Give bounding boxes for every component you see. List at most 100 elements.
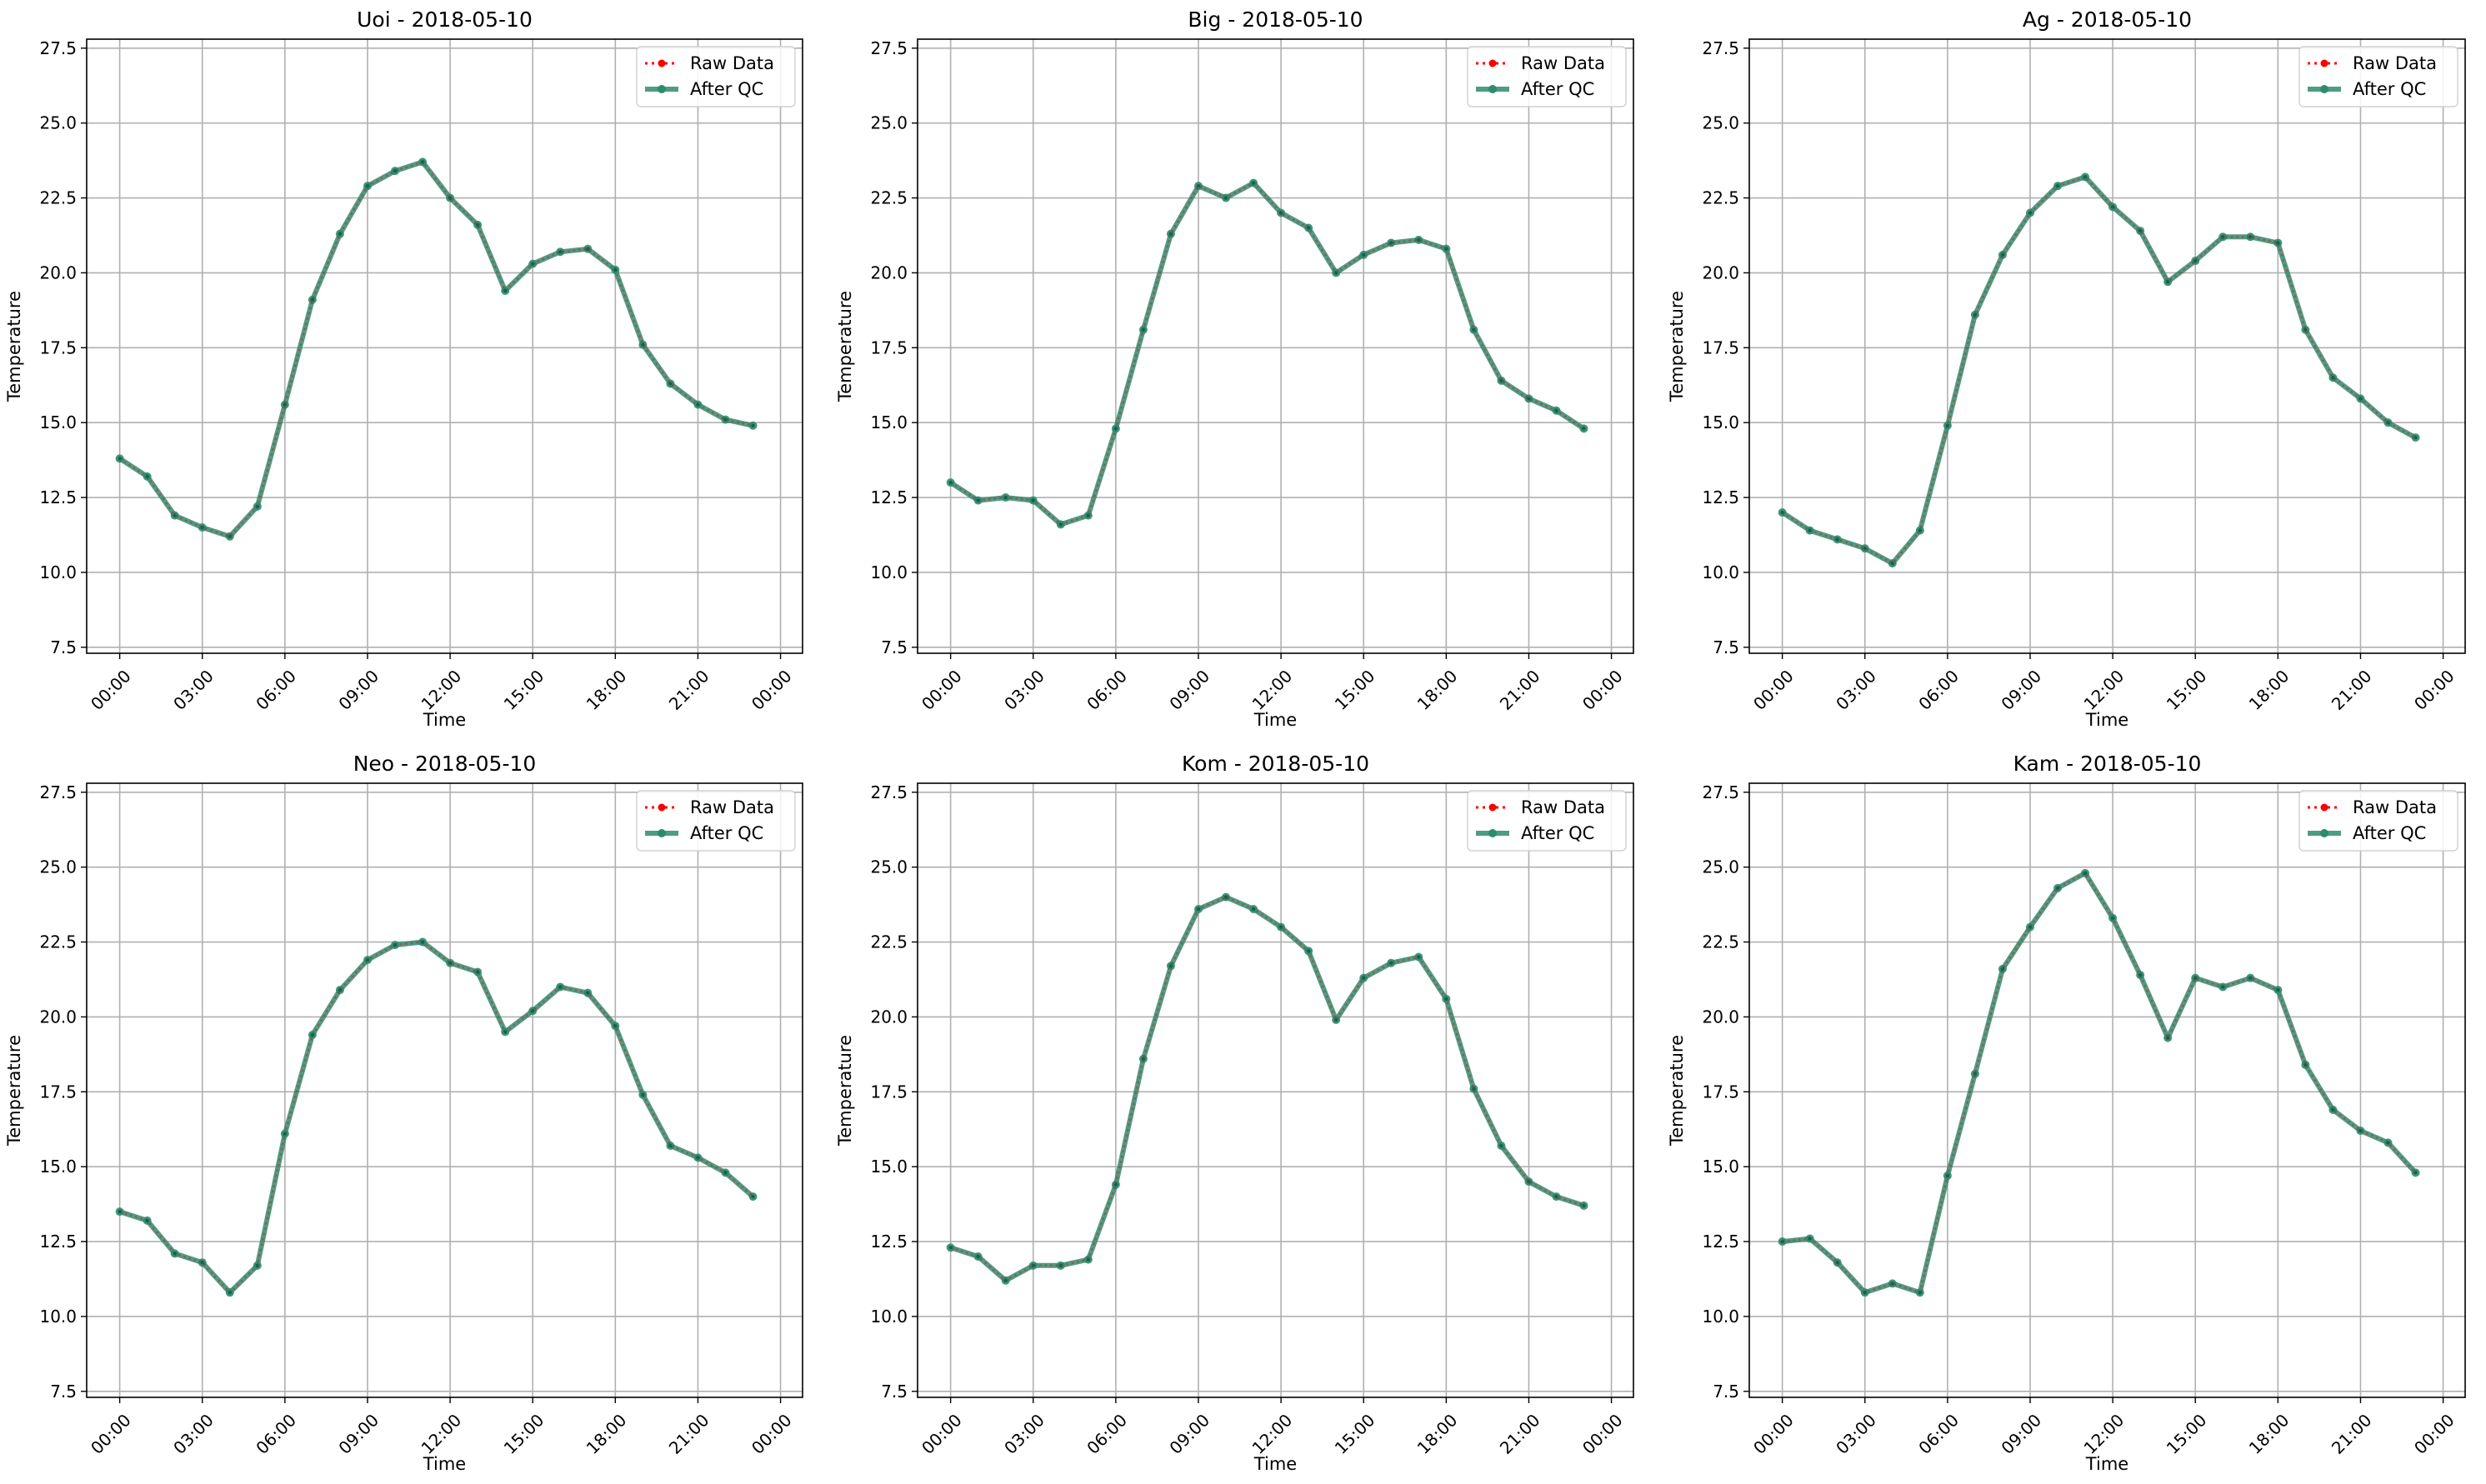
y-tick-label: 17.5: [39, 1082, 77, 1102]
x-tick-label: 15:00: [2163, 1410, 2211, 1458]
data-point-raw-data: [1863, 546, 1867, 551]
x-axis-label: Time: [2085, 710, 2128, 730]
data-point-raw-data: [1780, 1239, 1784, 1244]
y-tick-label: 25.0: [39, 857, 77, 877]
y-tick-label: 27.5: [39, 38, 77, 58]
data-point-raw-data: [696, 1156, 700, 1160]
y-axis-label: Temperature: [835, 291, 855, 402]
y-tick-label: 12.5: [870, 1232, 908, 1252]
data-point-raw-data: [173, 1252, 177, 1256]
x-tick-label: 15:00: [500, 1410, 548, 1458]
data-point-raw-data: [200, 1261, 204, 1265]
plot-area: [1749, 39, 2465, 653]
chart-title: Big - 2018-05-10: [1188, 7, 1363, 32]
y-tick-label: 17.5: [870, 337, 908, 357]
y-tick-label: 10.0: [870, 562, 908, 582]
legend-marker-after-qc: [1488, 829, 1497, 837]
y-tick-label: 17.5: [1702, 1082, 1739, 1102]
data-point-raw-data: [1196, 183, 1201, 188]
data-point-raw-data: [2000, 252, 2005, 257]
axes-frame: [86, 38, 803, 654]
data-point-raw-data: [751, 423, 755, 427]
x-tick-label: 09:00: [1997, 1410, 2045, 1458]
data-point-raw-data: [2248, 235, 2253, 239]
data-point-raw-data: [1058, 1263, 1063, 1268]
legend-marker-after-qc: [2320, 85, 2328, 93]
y-tick-label: 20.0: [39, 262, 77, 282]
x-axis-label: Time: [423, 710, 466, 730]
x-tick-label: 03:00: [169, 1410, 218, 1458]
data-point-raw-data: [613, 1024, 618, 1028]
data-point-raw-data: [2386, 1141, 2390, 1145]
data-point-raw-data: [1890, 1282, 1894, 1286]
y-tick-label: 15.0: [39, 1157, 77, 1177]
y-tick-label: 20.0: [870, 262, 908, 282]
x-tick-label: 18:00: [2245, 1410, 2293, 1458]
y-tick-label: 20.0: [1702, 262, 1739, 282]
y-tick-label: 10.0: [39, 1307, 77, 1327]
y-axis-label: Temperature: [4, 1035, 24, 1147]
data-point-raw-data: [1003, 1278, 1008, 1282]
x-axis-label: Time: [423, 1454, 466, 1474]
data-point-raw-data: [1808, 1237, 1812, 1241]
y-tick-label: 17.5: [39, 337, 77, 357]
x-tick-label: 00:00: [1578, 1410, 1627, 1458]
series-line-after-qc: [1780, 174, 2417, 567]
data-point-raw-data: [1168, 964, 1173, 968]
y-tick-label: 25.0: [870, 857, 908, 877]
data-point-raw-data: [723, 1171, 728, 1175]
x-tick-label: 00:00: [1749, 1410, 1798, 1458]
legend-label-raw-data: Raw Data: [690, 797, 774, 817]
data-point-raw-data: [1780, 510, 1784, 515]
data-point-raw-data: [2303, 327, 2308, 332]
x-tick-label: 21:00: [2328, 1410, 2376, 1458]
x-tick-label: 06:00: [252, 666, 300, 714]
plot-area: [87, 39, 803, 653]
data-point-raw-data: [1086, 1257, 1091, 1262]
data-point-raw-data: [1499, 378, 1503, 383]
data-point-raw-data: [228, 534, 232, 538]
x-tick-label: 12:00: [2080, 1410, 2128, 1458]
legend-label-after-qc: After QC: [690, 79, 763, 99]
data-point-raw-data: [338, 987, 343, 992]
data-point-raw-data: [1417, 955, 1421, 959]
data-point-raw-data: [1554, 1194, 1558, 1199]
chart-panel-4: 7.5 10.0 12.5 15.0 17.5 20.0 22.5 25.0 27.5 00:00…: [835, 752, 1634, 1474]
data-point-raw-data: [1113, 1182, 1118, 1187]
data-point-raw-data: [641, 1092, 645, 1097]
legend-marker-raw-data: [2320, 59, 2328, 67]
data-point-raw-data: [365, 183, 370, 188]
data-point-raw-data: [2331, 1107, 2335, 1112]
data-point-raw-data: [1333, 1017, 1338, 1022]
x-tick-label: 09:00: [1165, 1410, 1213, 1458]
data-point-raw-data: [1306, 226, 1311, 230]
y-tick-label: 7.5: [881, 637, 908, 657]
data-point-raw-data: [173, 513, 177, 517]
data-point-raw-data: [1086, 513, 1091, 517]
y-axis-label: Temperature: [4, 291, 24, 402]
data-point-raw-data: [2138, 228, 2143, 233]
y-axis-label: Temperature: [1667, 1035, 1687, 1147]
data-point-raw-data: [2028, 925, 2033, 929]
y-tick-label: 27.5: [870, 38, 908, 58]
data-point-raw-data: [1168, 232, 1173, 236]
y-tick-label: 27.5: [1702, 38, 1739, 58]
chart-panel-2: 7.5 10.0 12.5 15.0 17.5 20.0 22.5 25.0 27.5 00:00…: [1667, 7, 2466, 730]
y-tick-label: 7.5: [881, 1382, 908, 1402]
data-point-raw-data: [948, 1246, 953, 1250]
data-point-raw-data: [1417, 237, 1421, 242]
x-tick-label: 00:00: [748, 1410, 796, 1458]
data-point-raw-data: [668, 1143, 673, 1148]
data-point-raw-data: [2248, 976, 2253, 980]
y-tick-label: 27.5: [1702, 782, 1739, 802]
x-tick-label: 06:00: [1083, 666, 1131, 714]
data-point-raw-data: [393, 168, 398, 173]
data-point-raw-data: [531, 1009, 535, 1013]
data-point-raw-data: [1444, 997, 1448, 1002]
data-point-raw-data: [1472, 327, 1476, 332]
x-tick-label: 15:00: [500, 666, 548, 714]
y-tick-label: 15.0: [870, 1157, 908, 1177]
x-tick-label: 15:00: [2163, 666, 2211, 714]
y-tick-label: 20.0: [39, 1007, 77, 1027]
